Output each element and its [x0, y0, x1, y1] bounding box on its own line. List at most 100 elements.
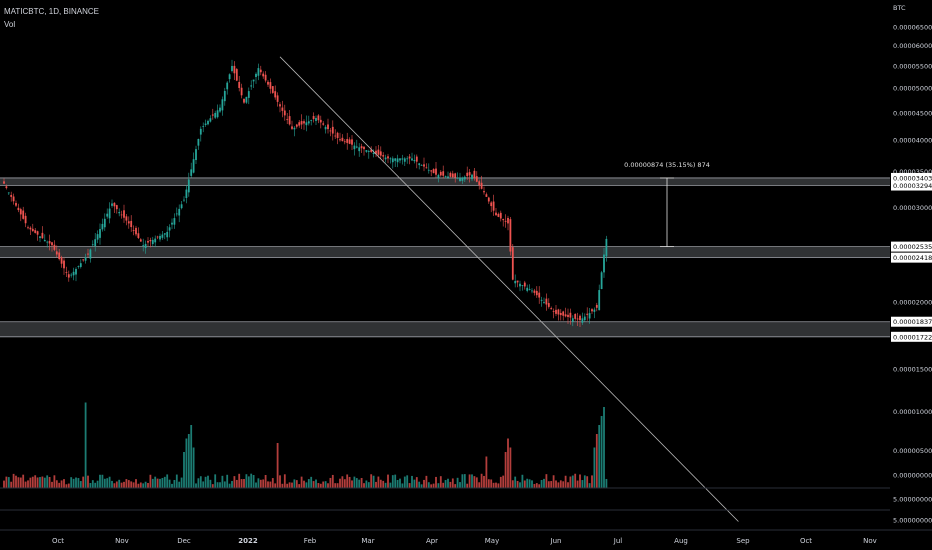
- candle-body: [339, 139, 341, 141]
- candle-body: [223, 90, 226, 102]
- candle-body: [310, 120, 313, 121]
- volume-bar: [221, 475, 224, 488]
- price-zone[interactable]: [0, 321, 890, 337]
- volume-bar: [478, 482, 481, 488]
- volume-bar: [84, 402, 87, 488]
- candle-body: [600, 272, 603, 290]
- candle-body: [99, 229, 101, 238]
- candle-body: [430, 170, 433, 172]
- volume-bar: [499, 476, 502, 488]
- candle-body: [384, 157, 387, 160]
- candle-body: [190, 169, 193, 176]
- candle-body: [219, 107, 221, 112]
- candle-body: [396, 158, 399, 163]
- time-tick-label: Oct: [800, 537, 812, 545]
- volume-bar: [154, 476, 157, 488]
- volume-bar: [185, 438, 188, 488]
- candle-body: [504, 220, 507, 222]
- candle-body: [468, 172, 471, 176]
- volume-bar: [480, 473, 483, 488]
- candle-body: [444, 176, 447, 177]
- candle-body: [367, 151, 370, 152]
- volume-bar: [103, 478, 106, 488]
- volume-bar: [399, 478, 401, 488]
- volume-bar: [507, 438, 509, 488]
- price-zone[interactable]: [0, 246, 890, 258]
- price-tick-label: 0.00006500: [893, 24, 932, 32]
- candle-body: [211, 114, 214, 116]
- price-range-measurement[interactable]: 0.00000874 (35.15%) 874: [624, 161, 710, 248]
- candle-body: [559, 312, 562, 316]
- candle-body: [39, 236, 41, 238]
- candle-body: [449, 172, 452, 177]
- volume-bar: [111, 480, 113, 488]
- volume-bar: [178, 481, 181, 488]
- volume-bar: [586, 476, 589, 488]
- volume-bar: [3, 480, 5, 488]
- volume-bar: [435, 476, 437, 488]
- volume-bar: [243, 479, 245, 488]
- volume-bar: [396, 480, 399, 488]
- volume-bar: [408, 483, 411, 488]
- volume-bar: [346, 474, 349, 488]
- volume-bar: [327, 483, 329, 488]
- candle-body: [346, 139, 349, 143]
- candle-body: [425, 167, 428, 169]
- candle-body: [363, 146, 365, 150]
- volume-bar: [358, 479, 361, 488]
- volume-bar: [427, 482, 430, 488]
- candle-body: [528, 289, 531, 290]
- candle-body: [303, 121, 305, 124]
- candle-body: [432, 169, 435, 174]
- time-tick-label: Mar: [361, 537, 374, 545]
- candle-body: [579, 315, 581, 321]
- volume-bar: [348, 476, 351, 488]
- candle-body: [115, 205, 118, 210]
- candle-body: [423, 164, 425, 167]
- volume-series: [3, 402, 608, 488]
- volume-bar: [483, 475, 485, 488]
- price-tick-label: 0.00005500: [893, 62, 932, 70]
- candle-body: [96, 234, 99, 240]
- volume-bar: [461, 474, 464, 488]
- price-zone[interactable]: [0, 177, 890, 186]
- volume-tick-label: 0.00001000: [893, 408, 932, 416]
- volume-bar: [99, 474, 101, 488]
- candle-body: [163, 233, 166, 235]
- time-tick-label: Oct: [52, 537, 64, 545]
- volume-bar: [274, 483, 277, 488]
- candle-body: [415, 156, 418, 162]
- candle-body: [75, 268, 77, 275]
- candle-body: [399, 158, 401, 161]
- price-tick-label: 0.00001500: [893, 366, 932, 374]
- volume-bar: [209, 479, 212, 488]
- volume-bar: [27, 480, 29, 488]
- volume-bar: [562, 481, 565, 488]
- candle-body: [533, 290, 536, 293]
- volume-bar: [94, 482, 97, 488]
- volume-bar: [264, 474, 267, 488]
- candle-body: [519, 283, 521, 287]
- candle-body: [403, 158, 406, 162]
- candle-body: [221, 99, 224, 111]
- candle-body: [24, 215, 27, 224]
- candle-body: [293, 127, 296, 130]
- volume-bar: [581, 480, 584, 488]
- volume-bar: [207, 475, 209, 488]
- candle-body: [204, 123, 207, 125]
- candle-body: [259, 69, 262, 73]
- volume-bar: [423, 479, 425, 488]
- time-axis[interactable]: Oct Nov Dec 2022 Feb Mar Apr May Jun Jul Aug Sep Oct…: [52, 537, 877, 545]
- price-axis[interactable]: BTC 0.00006500 0.00006000 0.00005500 0.00005…: [891, 4, 932, 525]
- price-tag-label: 0.00003294: [893, 182, 932, 190]
- candle-body: [197, 138, 200, 146]
- volume-bar: [473, 476, 476, 488]
- price-tag: [891, 252, 932, 263]
- volume-bar: [223, 481, 226, 488]
- volume-bar: [547, 481, 550, 488]
- candle-body: [485, 194, 488, 197]
- downtrend-line[interactable]: [279, 56, 739, 522]
- volume-bar: [312, 481, 315, 488]
- candle-body: [89, 249, 92, 259]
